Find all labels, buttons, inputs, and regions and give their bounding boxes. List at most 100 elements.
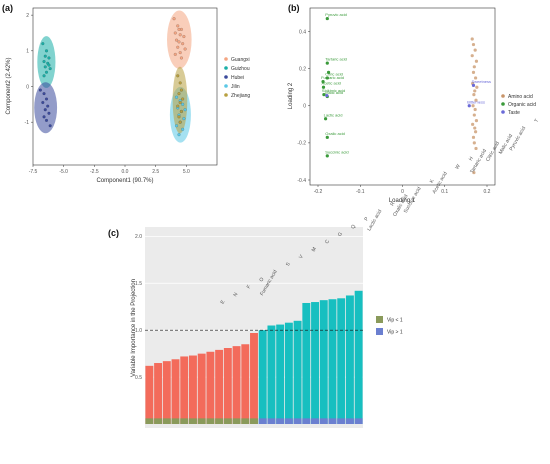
panel-b-xtick-label: -0.1 <box>356 189 365 195</box>
panel-c-legend-label: Vip > 1 <box>387 330 403 336</box>
panel-c-bar-base <box>284 418 293 424</box>
panel-b-xtick-label: 0.2 <box>484 189 491 195</box>
panel-b-point-organic-acid <box>322 93 326 97</box>
panel-b-point-organic-acid <box>325 135 329 139</box>
panel-a-letter: (a) <box>2 3 13 13</box>
panel-c-bar <box>189 355 197 424</box>
panel-a-ytick-label: 0 <box>26 84 29 90</box>
panel-c-bar-base <box>189 418 197 424</box>
panel-c-xtick-label: M <box>311 246 318 253</box>
panel-b-point-label: Acetic acid <box>321 81 340 86</box>
panel-c-ylabel: Variable Importance in the Projection <box>131 279 137 377</box>
panel-c-bar-base <box>328 418 337 424</box>
panel-c-bar <box>215 349 224 424</box>
panel-a-point-guizhou <box>43 65 47 69</box>
panel-a-point-zhejiang <box>177 92 181 96</box>
panel-c-ytick-label: 2.0 <box>135 234 142 240</box>
panel-c-legend-swatch <box>376 316 383 323</box>
panel-a-xtick-label: 0.0 <box>122 169 129 175</box>
panel-c-xtick-label: H <box>468 155 475 161</box>
panel-b-letter: (b) <box>288 3 300 13</box>
panel-b-ytick-label: 0 <box>303 104 306 110</box>
panel-c-bar <box>162 361 171 424</box>
panel-c-xtick-label: S <box>285 261 292 267</box>
panel-a-xtick-label: 2.5 <box>152 169 159 175</box>
panel-a-xtick-label: -2.5 <box>90 169 99 175</box>
panel-a-point-zhejiang <box>179 110 183 113</box>
panel-b-point-organic-acid <box>325 154 329 158</box>
panel-a-point-zhejiang <box>178 81 182 85</box>
panel-b-point-label: Lactic acid <box>324 112 343 117</box>
panel-a-point-guizhou <box>43 54 47 58</box>
panel-c-bar <box>197 353 206 424</box>
panel-a-legend-label: Zhejiang <box>231 93 250 99</box>
panel-c-bar <box>206 351 215 424</box>
panel-b-legend-marker <box>501 110 505 114</box>
panel-c-xtick-label: W <box>454 163 462 170</box>
panel-b-point-amino-acid <box>474 146 478 151</box>
panel-c-xtick-label: G <box>337 231 344 237</box>
panel-a-legend-marker <box>224 75 228 79</box>
panel-c-bar <box>241 344 250 424</box>
panel-b-point-label: Sweetness <box>471 79 491 84</box>
panel-c-bar <box>276 324 285 424</box>
panel-b-point-amino-acid <box>472 170 476 175</box>
panel-b-point-amino-acid <box>474 59 479 63</box>
panel-a-point-guangxi <box>183 47 187 51</box>
panel-a-legend-marker <box>224 93 228 97</box>
panel-c-legend-swatch <box>376 328 383 335</box>
panel-c-bar <box>302 302 311 424</box>
panel-a-point-guangxi <box>178 33 182 37</box>
panel-b-ytick-label: 0.2 <box>299 66 306 72</box>
panel-a-legend-label: Guangxi <box>231 57 250 63</box>
panel-c-bar <box>354 290 363 424</box>
panel-c-xtick-label: F <box>246 284 253 290</box>
panel-a-point-guangxi <box>178 51 182 55</box>
panel-a-point-zhejiang <box>176 104 180 108</box>
panel-b-point-label: Oxalic acid <box>325 131 345 136</box>
panel-c-bar-base <box>241 418 250 424</box>
panel-a-ellipse-guizhou <box>37 36 56 88</box>
panel-b-point-label: Shikimic acid <box>322 88 345 93</box>
panel-c-bar <box>258 330 267 424</box>
panel-b-point-taste <box>471 83 476 87</box>
panel-c-letter: (c) <box>108 228 119 238</box>
panel-b-ylabel: Loading 2 <box>288 82 294 109</box>
panel-c-xtick-label: K <box>429 178 436 184</box>
panel-c-xtick-label: Q <box>350 224 357 230</box>
panel-b-ytick-label: -0.4 <box>297 178 306 184</box>
panel-c-xtick-label: V <box>298 253 305 259</box>
panel-a-pca-score-plot: -7.5 -5.0 -2.5 0.0 2.5 5.0 2 1 0 -1 Component1 (9… <box>6 7 250 184</box>
panel-b-legend: Amino acid Organic acid Taste <box>501 94 536 116</box>
panel-a-ellipse-guangxi <box>167 10 192 69</box>
panel-c-bar-base <box>311 418 319 424</box>
panel-b-point-label: Bitterness <box>467 99 485 104</box>
panel-c-bar-base <box>319 418 328 424</box>
panel-a-point-guangxi <box>177 40 181 44</box>
panel-c-bar <box>293 320 302 424</box>
panel-a-ytick-label: 2 <box>26 13 29 19</box>
panel-b-point-amino-acid <box>473 126 477 130</box>
panel-b-point-organic-acid <box>325 76 329 80</box>
panel-c-bar-base <box>276 418 285 424</box>
panel-c-bar <box>345 295 354 424</box>
panel-c-xtick-label: N <box>232 291 239 297</box>
panel-a-point-guizhou <box>48 67 52 71</box>
panel-a-point-jilin <box>175 95 178 99</box>
panel-a-legend-marker <box>224 57 228 61</box>
panel-a-point-guizhou <box>47 63 51 67</box>
panel-c-xtick-label: C <box>324 239 331 245</box>
panel-a-point-guizhou <box>42 60 46 63</box>
panel-a-point-zhejiang <box>179 88 183 92</box>
panel-b-ytick-label: 0.4 <box>299 29 306 35</box>
panel-b-point-amino-acid <box>473 130 478 134</box>
panel-a-point-jilin <box>182 117 186 121</box>
panel-b-legend-label: Organic acid <box>508 102 536 108</box>
panel-a-point-guangxi <box>176 45 180 49</box>
panel-b-point-amino-acid <box>471 104 475 108</box>
panel-c-ytick-label: 1.5 <box>135 281 142 287</box>
panel-a-point-hubei <box>45 97 48 101</box>
panel-b-point-amino-acid <box>473 48 477 52</box>
panel-b-ytick-label: -0.2 <box>297 141 306 147</box>
